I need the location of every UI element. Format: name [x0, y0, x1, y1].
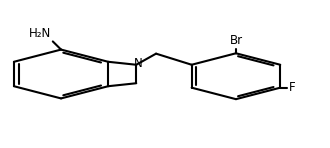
Text: N: N	[134, 57, 142, 70]
Text: F: F	[288, 81, 295, 94]
Text: H₂N: H₂N	[29, 27, 51, 40]
Text: Br: Br	[229, 34, 243, 47]
